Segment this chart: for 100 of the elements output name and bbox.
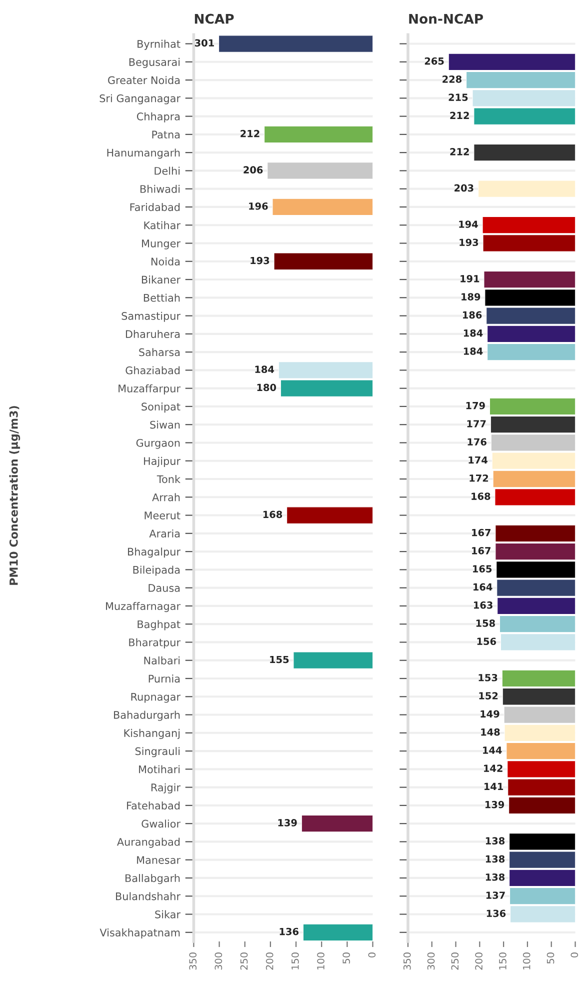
bar bbox=[264, 126, 373, 144]
y-tick-label: Munger bbox=[142, 240, 181, 250]
data-label: 167 bbox=[472, 528, 490, 536]
x-tick-label: 150 bbox=[291, 952, 299, 970]
data-label: 156 bbox=[477, 638, 496, 646]
y-tick-label: Bahadurgarh bbox=[114, 710, 180, 721]
bar bbox=[301, 814, 373, 832]
data-label: 215 bbox=[448, 94, 468, 101]
y-tick-label: Aurangabad bbox=[116, 838, 180, 848]
data-label: 142 bbox=[484, 764, 502, 772]
x-tick-label: 50 bbox=[546, 952, 554, 964]
x-tick-label: 300 bbox=[214, 952, 222, 970]
data-label: 172 bbox=[470, 474, 488, 482]
y-tick-label: Siwan bbox=[150, 420, 180, 429]
data-label: 184 bbox=[255, 366, 274, 374]
x-tick-label: 150 bbox=[499, 952, 506, 970]
x-tick-label: 100 bbox=[317, 952, 324, 970]
y-tick-label: Visakhapatnam bbox=[100, 928, 180, 939]
y-tick-label: Baghpat bbox=[138, 620, 180, 630]
data-label: 138 bbox=[486, 837, 505, 845]
x-tick-label: 350 bbox=[403, 952, 411, 970]
y-tick-label: Tonk bbox=[156, 475, 180, 484]
data-label: 191 bbox=[460, 274, 480, 282]
bar bbox=[267, 162, 373, 180]
data-label: 179 bbox=[466, 402, 485, 410]
data-label: 165 bbox=[473, 565, 492, 572]
y-tick-label: Gwalior bbox=[142, 820, 181, 828]
x-tick-label: 50 bbox=[342, 952, 350, 964]
y-tick-label: Ghaziabad bbox=[126, 366, 180, 374]
x-tick-label: 300 bbox=[427, 952, 435, 970]
y-tick-label: Meerut bbox=[144, 512, 180, 520]
bar bbox=[286, 506, 373, 524]
y-tick-label: Bhiwadi bbox=[140, 184, 180, 193]
y-tick-label: Sri Ganganagar bbox=[100, 94, 181, 104]
data-label: 301 bbox=[194, 39, 214, 47]
data-label: 139 bbox=[278, 819, 297, 826]
bar bbox=[274, 252, 373, 270]
y-tick-label: Bulandshahr bbox=[116, 892, 181, 900]
y-tick-label: Kishanganj bbox=[124, 728, 180, 740]
data-label: 212 bbox=[450, 148, 469, 156]
y-tick-label: Patna bbox=[152, 130, 180, 139]
y-tick-label: Bikaner bbox=[142, 276, 181, 284]
data-label: 163 bbox=[474, 601, 492, 609]
data-label: 144 bbox=[483, 746, 502, 754]
x-tick-label: 100 bbox=[522, 952, 530, 970]
x-tick-label: 200 bbox=[475, 952, 482, 970]
data-label: 137 bbox=[486, 892, 505, 899]
y-tick-label: Ballabgarh bbox=[126, 874, 180, 884]
data-label: 139 bbox=[485, 800, 504, 808]
data-label: 193 bbox=[250, 256, 270, 264]
y-tick-label: Samastipur bbox=[122, 312, 181, 322]
data-label: 203 bbox=[454, 184, 474, 192]
y-tick-label: Delhi bbox=[154, 166, 180, 175]
x-tick-label: 250 bbox=[240, 952, 248, 970]
x-tick-label: 250 bbox=[451, 952, 459, 970]
data-label: 168 bbox=[263, 510, 282, 518]
data-label: 149 bbox=[480, 710, 500, 718]
data-label: 176 bbox=[468, 438, 486, 446]
y-tick-label: Chhapra bbox=[136, 112, 180, 122]
data-label: 158 bbox=[476, 620, 495, 627]
y-tick-label: Bhagalpur bbox=[128, 548, 181, 558]
y-tick-label: Dausa bbox=[148, 584, 180, 592]
y-tick-label: Begusarai bbox=[129, 58, 180, 68]
data-label: 212 bbox=[450, 112, 469, 119]
data-label: 206 bbox=[244, 166, 263, 174]
bar bbox=[478, 180, 576, 198]
bar bbox=[302, 924, 373, 942]
y-tick-label: Muzaffarnagar bbox=[106, 602, 181, 612]
data-label: 168 bbox=[472, 492, 490, 500]
data-label: 138 bbox=[486, 873, 505, 881]
y-tick-label: Byrnihat bbox=[138, 40, 180, 50]
chart-title: Non-NCAP bbox=[409, 14, 484, 24]
data-label: 136 bbox=[486, 910, 506, 918]
y-tick-label: Katihar bbox=[144, 221, 181, 230]
y-tick-label: Manesar bbox=[137, 856, 181, 864]
y-tick-label: Singrauli bbox=[135, 747, 180, 758]
y-tick-label: Motihari bbox=[139, 765, 180, 774]
x-tick-label: 350 bbox=[189, 952, 197, 970]
y-tick-label: Nalbari bbox=[144, 656, 180, 664]
data-label: 212 bbox=[240, 130, 260, 138]
data-label: 167 bbox=[472, 547, 490, 554]
data-label: 152 bbox=[479, 692, 498, 700]
y-tick-label: Noida bbox=[151, 257, 180, 266]
data-label: 184 bbox=[464, 348, 483, 355]
y-tick-label: Arrah bbox=[152, 493, 180, 502]
data-label: 141 bbox=[484, 782, 504, 790]
data-label: 194 bbox=[459, 220, 478, 228]
bar bbox=[474, 144, 576, 162]
data-label: 164 bbox=[474, 583, 492, 591]
y-tick-label: Rajgir bbox=[151, 783, 181, 794]
y-tick-label: Bileipada bbox=[133, 566, 180, 576]
data-label: 138 bbox=[486, 855, 505, 863]
chart-title: NCAP bbox=[194, 14, 234, 24]
y-tick-label: Sonipat bbox=[142, 402, 180, 413]
data-label: 180 bbox=[257, 384, 276, 392]
data-label: 193 bbox=[460, 238, 478, 246]
y-tick-label: Saharsa bbox=[139, 348, 180, 356]
x-tick-label: 0 bbox=[570, 952, 578, 958]
y-tick-label: Rupnagar bbox=[131, 692, 181, 703]
y-tick-label: Hajipur bbox=[144, 456, 181, 467]
